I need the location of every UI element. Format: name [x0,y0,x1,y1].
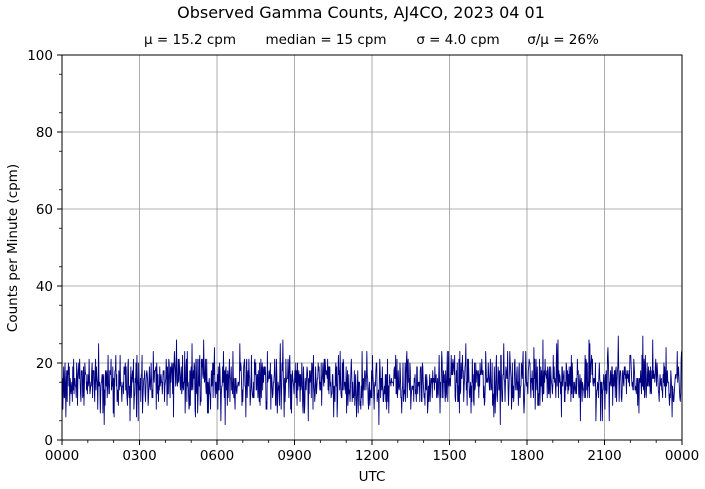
y-tick-label: 80 [36,125,53,141]
data-series [61,335,683,426]
x-tick-label: 0600 [200,448,234,464]
x-tick-label: 1200 [355,448,389,464]
grid-lines [62,55,682,440]
stat-sigma-over-mu: σ/μ = 26% [527,32,599,48]
y-tick-label: 100 [27,48,53,64]
y-axis-label: Counts per Minute (cpm) [5,164,21,332]
stat-mean: μ = 15.2 cpm [144,32,236,48]
x-tick-label: 0000 [665,448,699,464]
stat-median: median = 15 cpm [265,32,386,48]
x-tick-label: 0300 [122,448,156,464]
chart-title: Observed Gamma Counts, AJ4CO, 2023 04 01 [177,3,545,22]
stat-sigma: σ = 4.0 cpm [416,32,499,48]
x-tick-label: 2100 [587,448,621,464]
x-tick-label: 0000 [45,448,79,464]
y-tick-label: 40 [36,279,53,295]
counts-series-line [61,335,683,426]
y-tick-label: 0 [44,433,53,449]
x-tick-label: 1800 [510,448,544,464]
x-tick-label: 1500 [432,448,466,464]
x-tick-label: 0900 [277,448,311,464]
axis-ticks: 0000 0300 0600 0900 1200 1500 1800 2100 00000204… [27,48,699,464]
y-tick-label: 60 [36,202,53,218]
x-axis-label: UTC [359,469,386,485]
y-tick-label: 20 [36,356,53,372]
plot-frame [61,54,683,441]
